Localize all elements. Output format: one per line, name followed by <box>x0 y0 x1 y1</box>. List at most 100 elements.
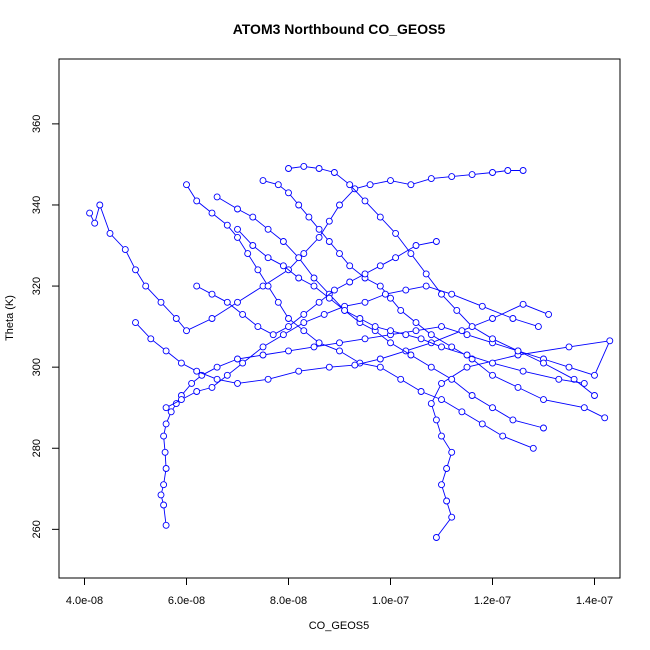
data-point <box>249 213 257 221</box>
data-point <box>295 201 303 209</box>
data-point <box>330 169 338 176</box>
data-point <box>499 432 507 440</box>
data-point <box>407 250 415 258</box>
data-point <box>448 513 456 521</box>
data-point <box>468 323 476 331</box>
data-point <box>325 238 333 245</box>
data-point <box>300 162 308 170</box>
data-point <box>86 209 94 217</box>
data-point <box>402 331 410 339</box>
data-point <box>234 379 241 387</box>
data-point <box>463 363 471 371</box>
data-point <box>162 420 170 428</box>
data-point <box>295 254 303 262</box>
data-point <box>453 306 461 314</box>
data-point <box>264 225 272 233</box>
data-point <box>438 290 445 298</box>
data-point <box>213 375 221 383</box>
data-point <box>366 181 374 189</box>
data-point <box>361 197 369 205</box>
data-point <box>392 229 400 237</box>
data-point <box>448 290 456 298</box>
x-tick-label: 8.0e-08 <box>270 595 307 607</box>
data-point <box>234 225 241 233</box>
data-point <box>376 282 384 290</box>
data-point <box>427 400 435 408</box>
series-5 <box>132 300 553 387</box>
data-point <box>193 367 201 375</box>
data-point <box>519 367 527 375</box>
data-point <box>208 209 216 217</box>
data-point <box>315 298 323 306</box>
x-tick-label: 1.4e-07 <box>576 595 613 607</box>
data-point <box>458 408 466 416</box>
data-point <box>555 375 563 383</box>
data-point <box>443 497 451 505</box>
data-point <box>106 229 114 237</box>
data-point <box>361 298 369 306</box>
data-point <box>234 355 241 363</box>
data-point <box>463 351 471 359</box>
y-tick-label: 340 <box>31 196 43 214</box>
data-point <box>427 175 435 183</box>
series-2 <box>86 167 527 335</box>
data-point <box>300 319 308 327</box>
x-tick-label: 4.0e-08 <box>66 595 103 607</box>
x-tick-label: 1.2e-07 <box>474 595 511 607</box>
data-point <box>565 363 573 371</box>
series-7 <box>285 162 598 399</box>
data-point <box>305 213 313 221</box>
data-point <box>336 201 343 209</box>
data-point <box>285 315 292 322</box>
data-point <box>540 359 547 367</box>
data-point <box>325 294 333 302</box>
data-point <box>320 310 328 318</box>
data-point <box>223 221 231 229</box>
data-point <box>259 351 267 359</box>
y-axis-label: Theta (K) <box>4 295 16 341</box>
data-point <box>157 491 165 499</box>
data-point <box>361 270 369 278</box>
data-point <box>376 363 384 371</box>
data-point <box>397 375 405 383</box>
series-1 <box>157 323 614 541</box>
data-point <box>397 306 405 314</box>
data-point <box>432 238 440 245</box>
data-point <box>448 375 456 383</box>
data-point <box>167 408 175 416</box>
x-axis: 4.0e-08 6.0e-08 8.0e-08 1.0e-07 1.2e-07 1.4e-… <box>66 577 613 607</box>
data-point <box>234 233 241 241</box>
data-point <box>412 327 420 335</box>
data-point <box>346 278 354 286</box>
data-point <box>325 363 333 371</box>
data-point <box>300 250 308 258</box>
data-point <box>142 282 150 290</box>
data-point <box>315 225 323 233</box>
data-point <box>601 414 609 422</box>
data-point <box>162 404 170 412</box>
data-point <box>381 290 389 298</box>
data-point <box>371 323 379 331</box>
data-point <box>489 371 496 379</box>
data-point <box>438 396 445 404</box>
data-point <box>160 501 168 509</box>
data-point <box>438 343 445 351</box>
data-point <box>463 331 471 339</box>
data-point <box>432 534 440 541</box>
data-point <box>478 420 486 428</box>
y-tick-label: 300 <box>31 358 43 376</box>
data-point <box>580 379 588 387</box>
data-point <box>147 335 155 343</box>
data-point <box>361 335 369 343</box>
data-point <box>336 347 343 355</box>
data-point <box>300 327 308 335</box>
data-point <box>213 193 221 201</box>
data-point <box>422 270 430 278</box>
data-point <box>356 315 364 322</box>
y-tick-label: 360 <box>31 115 43 133</box>
data-point <box>519 167 527 174</box>
data-point <box>172 315 180 322</box>
data-point <box>295 274 303 282</box>
data-point <box>279 238 287 245</box>
